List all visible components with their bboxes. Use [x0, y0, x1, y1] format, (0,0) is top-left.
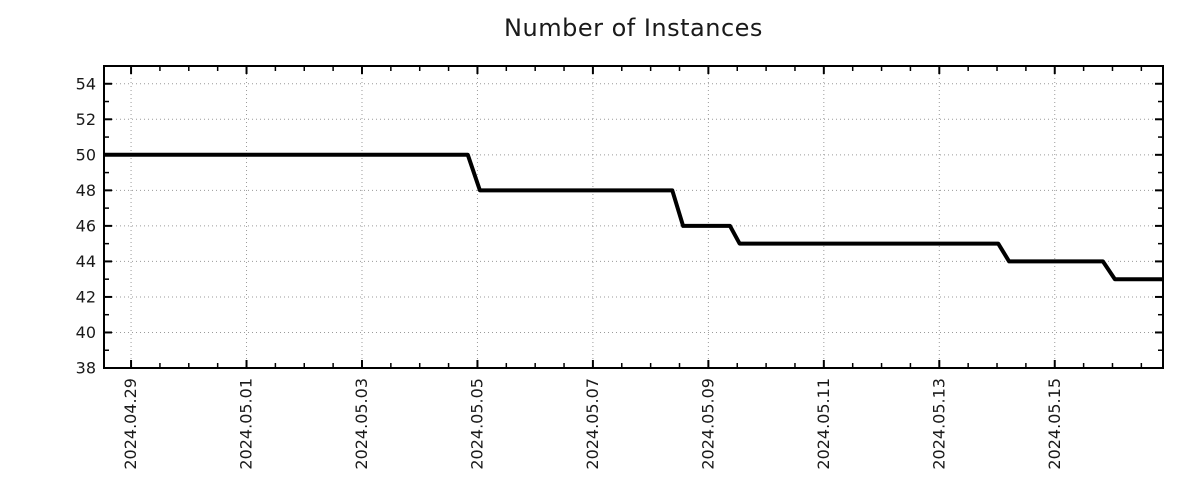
series-line-instances	[104, 152, 1163, 282]
y-tick-label: 54	[76, 74, 96, 93]
y-tick-label: 52	[76, 110, 96, 129]
x-tick-label: 2024.05.07	[583, 378, 602, 470]
x-tick-label: 2024.05.05	[467, 378, 486, 470]
y-tick-label: 46	[76, 216, 96, 235]
y-tick-label: 50	[76, 145, 96, 164]
x-tick-label: 2024.05.13	[929, 378, 948, 470]
plot-border	[103, 65, 1164, 369]
chart-title: Number of Instances	[504, 14, 763, 42]
y-tick-label: 38	[76, 359, 96, 378]
x-tick-label: 2024.05.01	[237, 378, 256, 470]
x-tick-label: 2024.04.29	[121, 378, 140, 470]
x-tick-label: 2024.05.11	[814, 378, 833, 470]
y-tick-label: 40	[76, 323, 96, 342]
y-tick-label: 48	[76, 181, 96, 200]
x-tick-label: 2024.05.09	[698, 378, 717, 470]
y-tick-label: 44	[76, 252, 96, 271]
x-tick-label: 2024.05.03	[352, 378, 371, 470]
y-tick-label: 42	[76, 288, 96, 307]
x-tick-label: 2024.05.15	[1045, 378, 1064, 470]
